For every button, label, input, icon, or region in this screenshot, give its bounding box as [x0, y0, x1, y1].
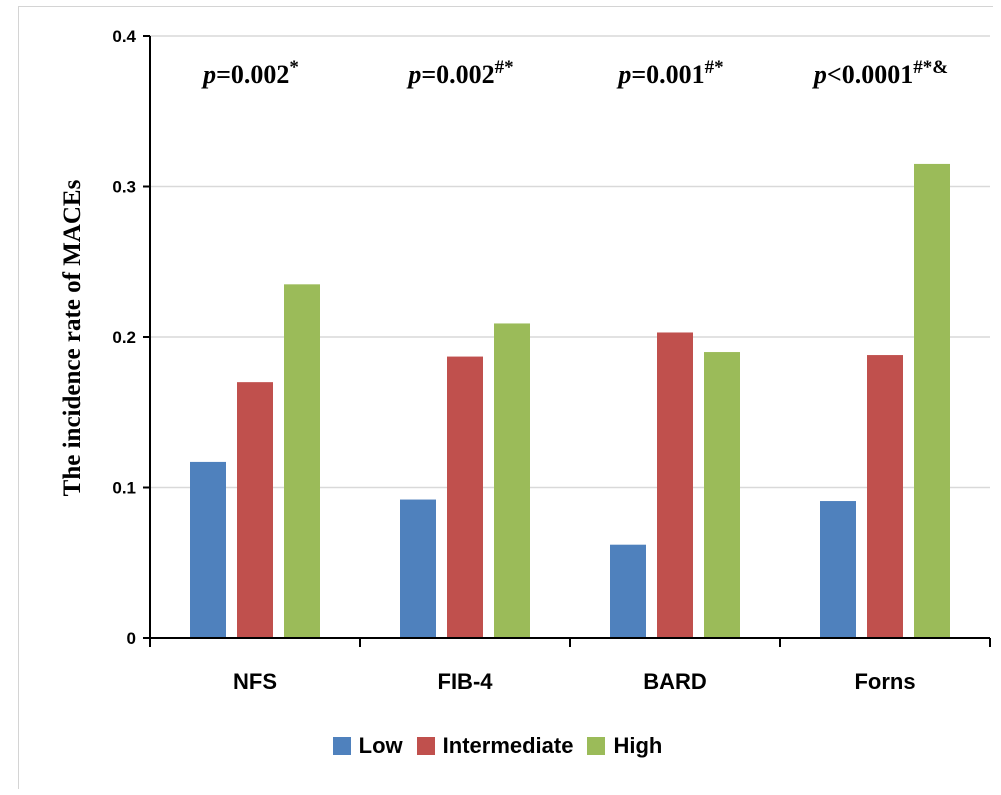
- axes: [143, 35, 991, 647]
- p-symbol: p: [406, 60, 421, 89]
- gridlines: [150, 35, 990, 489]
- bar-low-bard: [610, 544, 646, 638]
- bar-high-fib-4: [494, 323, 530, 638]
- y-axis-title: The incidence rate of MACEs: [59, 179, 86, 496]
- p-value-annotations: p=0.002* p=0.002#* p=0.001#* p<0.0001#*&: [201, 57, 948, 89]
- bar-chart: 00.10.20.30.4 NFS FIB-4 BARD Forns p=0.002*…: [59, 27, 991, 694]
- y-tick-label: 0.3: [112, 178, 136, 197]
- legend-swatch-high: [587, 737, 606, 755]
- bar-high-bard: [704, 352, 740, 638]
- legend-swatch-low: [332, 737, 351, 755]
- legend-item-low: Low: [332, 733, 403, 759]
- bar-high-forns: [914, 163, 950, 639]
- legend: Low Intermediate High: [0, 733, 1001, 759]
- category-label: NFS: [233, 669, 277, 694]
- p-value-label: p<0.0001#*&: [812, 57, 948, 89]
- p-symbol: p: [812, 60, 827, 89]
- legend-item-high: High: [587, 733, 662, 759]
- y-tick-label: 0.4: [112, 27, 136, 46]
- p-value: <0.0001: [827, 60, 913, 89]
- legend-label-low: Low: [358, 733, 403, 758]
- category-label: Forns: [854, 669, 915, 694]
- y-tick-label: 0.2: [112, 328, 136, 347]
- category-label: BARD: [643, 669, 707, 694]
- bar-low-forns: [820, 501, 856, 638]
- chart-frame: [18, 6, 993, 789]
- bars: [190, 163, 950, 639]
- y-tick-label: 0: [127, 629, 136, 648]
- p-value-label: p=0.001#*: [616, 57, 723, 89]
- p-symbol: p: [616, 60, 631, 89]
- p-value-label: p=0.002#*: [406, 57, 513, 89]
- y-tick-labels: 0 0.1 0.2 0.3 0.4: [112, 27, 136, 648]
- bar-intermediate-fib-4: [447, 356, 483, 638]
- x-category-labels: NFS FIB-4 BARD Forns: [233, 669, 916, 694]
- bar-low-fib-4: [400, 499, 436, 638]
- y-tick-label: 0.1: [112, 479, 136, 498]
- bar-high-nfs: [284, 284, 320, 638]
- bar-intermediate-nfs: [237, 382, 273, 638]
- p-significance-marks: #*&: [913, 57, 948, 78]
- p-value: =0.002: [421, 60, 494, 89]
- p-significance-marks: #*: [705, 57, 724, 78]
- legend-item-intermediate: Intermediate: [416, 733, 574, 759]
- bar-intermediate-forns: [867, 355, 903, 638]
- p-significance-marks: *: [289, 57, 299, 78]
- bar-intermediate-bard: [657, 332, 693, 638]
- p-significance-marks: #*: [495, 57, 514, 78]
- p-value: =0.001: [631, 60, 704, 89]
- p-symbol: p: [201, 60, 216, 89]
- category-label: FIB-4: [438, 669, 494, 694]
- legend-label-intermediate: Intermediate: [442, 733, 574, 758]
- legend-swatch-intermediate: [416, 737, 435, 755]
- p-value: =0.002: [216, 60, 289, 89]
- p-value-label: p=0.002*: [201, 57, 299, 89]
- legend-label-high: High: [613, 733, 663, 758]
- bar-low-nfs: [190, 461, 226, 638]
